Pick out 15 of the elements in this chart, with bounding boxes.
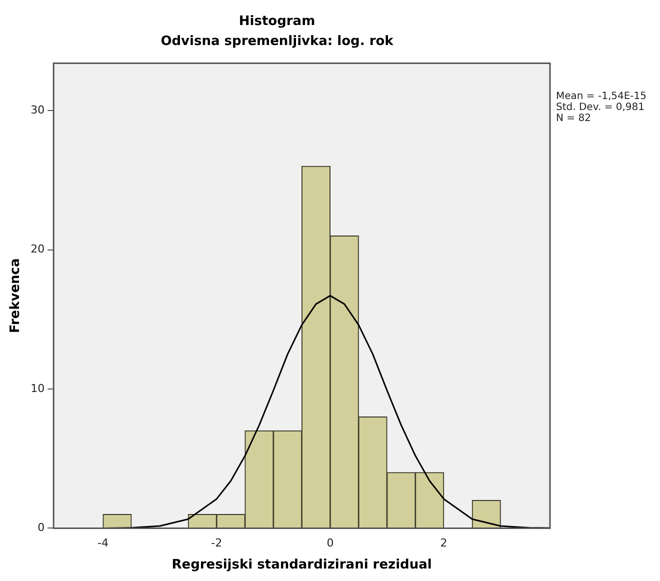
x-tick-label: 0 xyxy=(326,536,334,550)
x-tick-label: 2 xyxy=(440,536,448,550)
x-tick-label: -2 xyxy=(211,536,222,550)
y-tick-label: 30 xyxy=(30,103,45,116)
y-tick-label: 0 xyxy=(38,521,45,534)
text: N = 82 xyxy=(556,112,591,124)
text: Mean = -1,54E-15 xyxy=(556,90,647,102)
y-tick-label: 20 xyxy=(30,242,45,256)
y-axis-title: Frekvenca xyxy=(8,258,24,334)
x-tick-label: -4 xyxy=(98,536,108,550)
text: Std. Dev. = 0,981 xyxy=(556,102,645,113)
chart-title: Histogram xyxy=(238,14,316,30)
x-axis-title: Regresijski standardizirani rezidual xyxy=(172,558,432,573)
y-tick-label: 10 xyxy=(30,382,45,395)
chart-subtitle: Odvisna spremenljivka: log. rok xyxy=(160,34,394,49)
